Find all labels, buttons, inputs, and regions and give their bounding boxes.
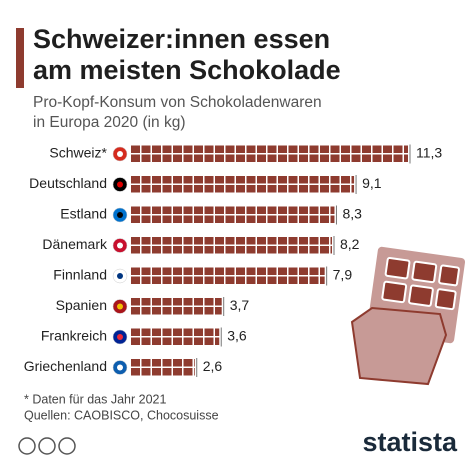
- footnote: * Daten für das Jahr 2021: [24, 392, 166, 406]
- category-label: Finnland: [53, 267, 107, 283]
- bar: [131, 267, 325, 285]
- category-label: Estland: [60, 206, 107, 222]
- value-label: 9,1: [362, 175, 382, 191]
- value-label: 3,6: [227, 328, 247, 344]
- category-label: Spanien: [56, 297, 107, 313]
- category-label: Griechenland: [24, 358, 107, 374]
- value-label: 11,3: [416, 145, 442, 161]
- accent-stripe: [16, 28, 24, 88]
- value-label: 8,2: [340, 236, 360, 252]
- flag: [117, 334, 123, 340]
- category-label: Deutschland: [29, 175, 107, 191]
- bar: [131, 145, 408, 163]
- category-label: Frankreich: [41, 328, 107, 344]
- value-label: 2,6: [203, 358, 223, 374]
- value-label: 7,9: [333, 267, 353, 283]
- chart-subtitle: Pro-Kopf-Konsum von Schokoladenwaren in …: [33, 94, 322, 131]
- source: Quellen: CAOBISCO, Chocosuisse: [24, 408, 219, 422]
- license-icons: [18, 437, 76, 455]
- bar: [131, 359, 195, 376]
- value-label: 3,7: [230, 297, 250, 313]
- flag: [117, 273, 123, 279]
- category-label: Dänemark: [42, 236, 108, 252]
- bar: [131, 328, 220, 346]
- flag: [117, 303, 123, 310]
- value-label: 8,3: [342, 206, 362, 222]
- flag: [117, 242, 123, 249]
- flag: [117, 364, 123, 371]
- chocolate-illustration: [350, 246, 466, 386]
- flag: [117, 151, 123, 157]
- bar: [131, 206, 335, 224]
- flag: [117, 212, 123, 218]
- bar: [131, 298, 222, 315]
- flag: [117, 181, 123, 188]
- bar: [131, 176, 355, 193]
- bar: [131, 237, 333, 254]
- category-label: Schweiz*: [49, 145, 107, 161]
- logo: statista: [362, 427, 458, 457]
- chart-title: Schweizer:innen essen am meisten Schokol…: [33, 24, 341, 85]
